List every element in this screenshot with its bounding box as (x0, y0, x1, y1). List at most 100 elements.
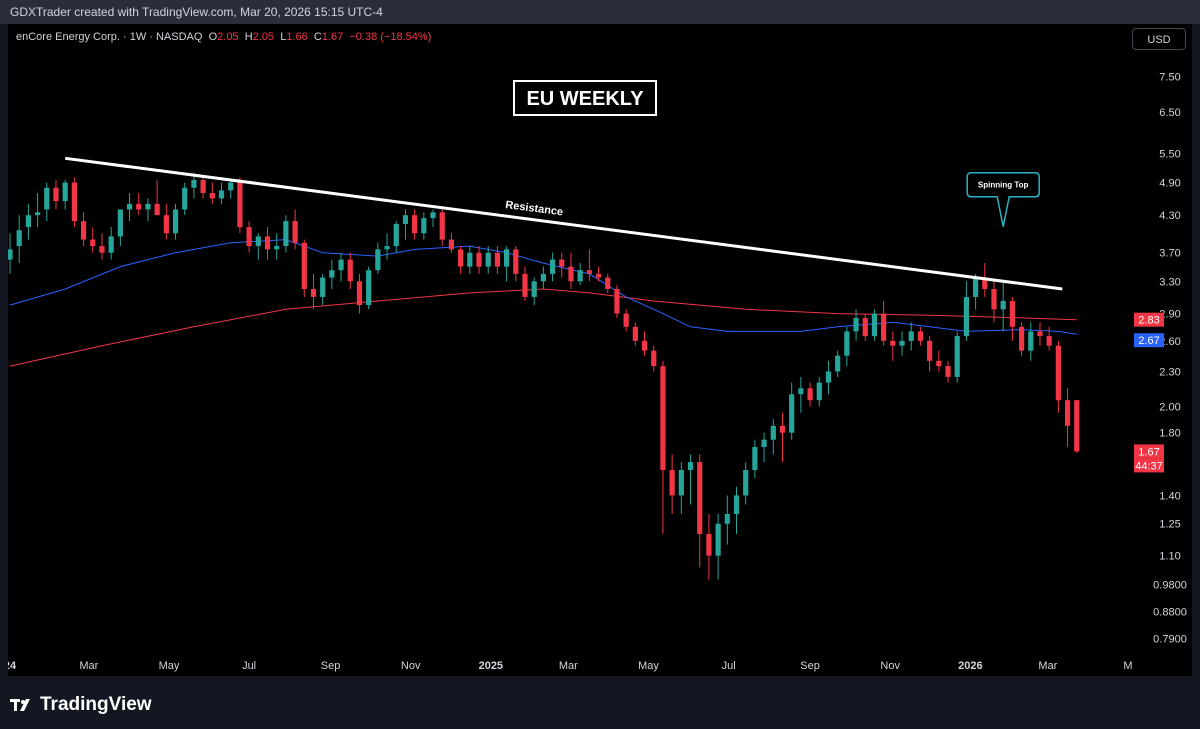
callout-text: Spinning Top (978, 181, 1029, 190)
x-tick-label: Jul (242, 660, 256, 672)
candle-body (697, 462, 703, 534)
candle (660, 360, 666, 534)
candle (1064, 388, 1071, 447)
price-label-bg (1134, 444, 1164, 459)
candle-body (366, 270, 372, 306)
candle-body (632, 326, 638, 341)
candle (1000, 281, 1006, 332)
candle-body (1046, 336, 1052, 346)
candle-body (1000, 300, 1006, 310)
candle-body (724, 513, 730, 524)
open-value: 2.05 (217, 31, 239, 43)
candle (568, 252, 574, 289)
candle-body (982, 277, 988, 289)
candle (145, 198, 151, 222)
candle-body (770, 425, 776, 440)
candle (412, 209, 418, 240)
candle (687, 454, 694, 505)
candle-body (172, 209, 179, 234)
candle-body (218, 190, 225, 199)
candle (154, 180, 160, 216)
candle (733, 486, 740, 534)
candle (678, 462, 684, 514)
candle (80, 212, 87, 247)
candle (347, 252, 353, 289)
candle-body (375, 249, 381, 271)
tradingview-logo[interactable]: TradingView (10, 694, 152, 716)
candle-body (568, 266, 574, 282)
candle-body (549, 259, 556, 274)
candle (1009, 296, 1015, 341)
y-tick-label: 1.25 (1159, 519, 1180, 531)
x-tick-label: 24 (8, 660, 17, 672)
x-tick-label: Nov (401, 660, 421, 672)
candle (669, 454, 675, 514)
candle-body (320, 277, 326, 297)
candle-body (338, 259, 344, 271)
candle (770, 419, 776, 455)
candle-body (310, 288, 317, 297)
candle-body (540, 273, 546, 282)
spinning-top-callout: Spinning Top (966, 171, 1040, 227)
candle-body (743, 470, 749, 496)
y-tick-label: 0.9800 (1153, 580, 1187, 592)
candle-body (402, 215, 409, 225)
candle-body (154, 203, 160, 216)
candle-body (623, 313, 629, 327)
candle-body (347, 259, 353, 282)
candle-body (421, 218, 427, 234)
candle (1037, 322, 1043, 346)
open-label: O (208, 31, 218, 43)
price-label-bg (1134, 333, 1164, 348)
price-label: 2.83 (1134, 312, 1164, 327)
candle (292, 209, 298, 250)
candle-body (945, 366, 951, 377)
low-label: L (280, 31, 287, 43)
candle (246, 221, 252, 253)
candle-body (439, 212, 445, 240)
candle (531, 277, 537, 306)
candle (191, 172, 197, 199)
candle-body (927, 340, 933, 361)
tradingview-logo-icon (10, 699, 30, 711)
candle (835, 350, 841, 377)
candle (62, 180, 68, 210)
candle (632, 322, 638, 346)
candle (274, 233, 280, 260)
candle (338, 252, 344, 282)
candle (807, 382, 813, 407)
x-tick-label: Mar (79, 660, 98, 672)
candle (798, 376, 804, 413)
candle-body (108, 236, 114, 253)
candle-body (53, 187, 59, 202)
y-tick-label: 6.50 (1159, 107, 1180, 119)
candle-body (651, 350, 657, 367)
candle-body (789, 394, 795, 433)
x-tick-label: 2026 (958, 660, 982, 672)
candle (384, 233, 390, 260)
y-tick-label: 0.7900 (1153, 633, 1187, 645)
price-axis: 7.50 6.50 5.50 4.90 4.30 3.70 3.30 2.90 2.60 2.30… (1134, 71, 1187, 645)
price-label: 1.67 (1134, 444, 1164, 459)
candle (1074, 400, 1080, 453)
candle-body (1018, 326, 1025, 351)
candle (641, 331, 648, 356)
ma-slow-line (9, 288, 1077, 367)
candle-body (356, 281, 363, 306)
candle (614, 285, 620, 318)
candle-body (25, 215, 31, 228)
candle (71, 177, 77, 228)
close-label: C (313, 31, 322, 43)
x-tick-label: Nov (880, 660, 900, 672)
candle (862, 313, 868, 341)
candle-body (209, 192, 215, 199)
chart-panel[interactable]: Resistance EU WEEKLY Spinning Top 7.50 6.50… (8, 24, 1192, 676)
candle (577, 263, 583, 286)
y-tick-label: 1.80 (1159, 428, 1180, 440)
candle-body (752, 446, 758, 471)
candle (421, 212, 427, 240)
currency-button[interactable]: USD (1132, 28, 1186, 50)
candle (936, 350, 942, 372)
y-tick-label: 4.90 (1159, 178, 1180, 190)
